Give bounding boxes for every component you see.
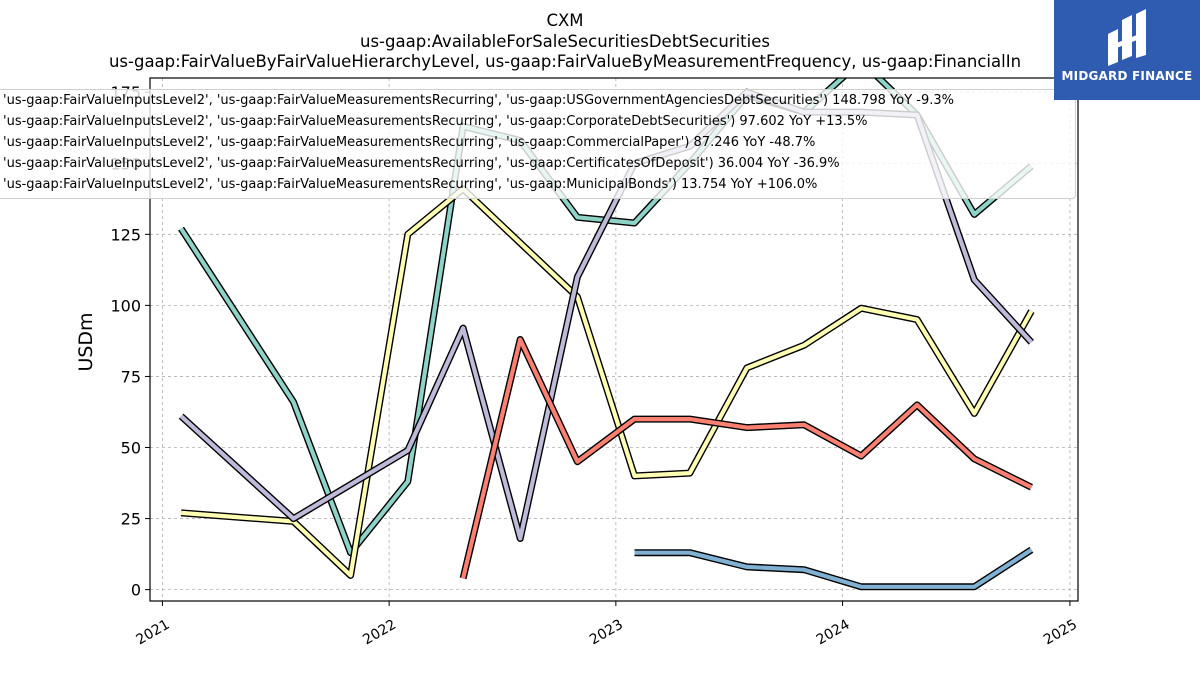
chart-title-line2: us-gaap:AvailableForSaleSecuritiesDebtSe… bbox=[360, 32, 770, 51]
y-tick-label: 75 bbox=[121, 367, 141, 386]
series-3-line bbox=[461, 337, 1033, 579]
y-tick-label: 0 bbox=[131, 581, 141, 600]
x-axis: 2021 2022 2023 2024 2025 bbox=[134, 601, 1080, 648]
x-tick-label: 2021 bbox=[134, 617, 173, 649]
legend-entry: 'us-gaap:FairValueInputsLevel2', 'us-gaa… bbox=[3, 93, 955, 108]
plot-frame bbox=[149, 77, 1079, 602]
y-tick-label: 125 bbox=[110, 225, 141, 244]
midgard-logo: MIDGARD FINANCE bbox=[1054, 0, 1200, 100]
legend: 'us-gaap:FairValueInputsLevel2', 'us-gaa… bbox=[0, 89, 1076, 199]
chart-title-line1: CXM bbox=[546, 11, 584, 30]
legend-entry: 'us-gaap:FairValueInputsLevel2', 'us-gaa… bbox=[3, 135, 816, 150]
legend-entry: 'us-gaap:FairValueInputsLevel2', 'us-gaa… bbox=[3, 177, 818, 192]
y-tick-label: 100 bbox=[110, 296, 141, 315]
chart-title-line3: us-gaap:FairValueByFairValueHierarchyLev… bbox=[108, 52, 1022, 71]
series-1-line bbox=[180, 186, 1034, 578]
y-tick-label: 25 bbox=[121, 510, 141, 529]
x-tick-label: 2023 bbox=[587, 617, 626, 649]
logo-text: MIDGARD FINANCE bbox=[1061, 69, 1193, 83]
series-3-outline bbox=[459, 336, 1033, 580]
series-4-line bbox=[634, 548, 1033, 589]
y-axis-label: USDm bbox=[75, 312, 97, 371]
legend-entry: 'us-gaap:FairValueInputsLevel2', 'us-gaa… bbox=[3, 156, 840, 171]
x-tick-label: 2024 bbox=[814, 617, 853, 649]
midgard-logo-icon bbox=[1108, 9, 1146, 66]
x-tick-label: 2025 bbox=[1041, 617, 1080, 649]
x-tick-label: 2022 bbox=[360, 617, 399, 649]
y-tick-label: 50 bbox=[121, 439, 141, 458]
legend-entry: 'us-gaap:FairValueInputsLevel2', 'us-gaa… bbox=[3, 114, 868, 129]
